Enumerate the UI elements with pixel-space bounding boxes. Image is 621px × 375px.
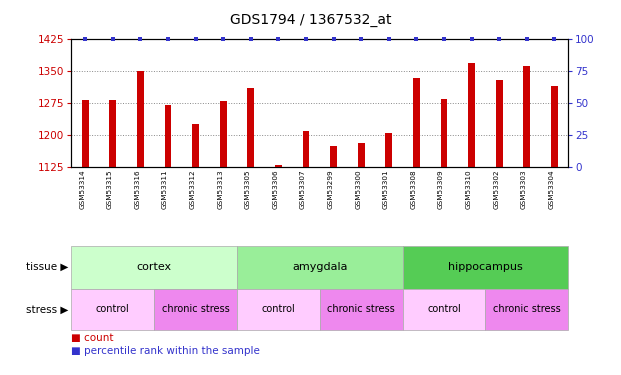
Bar bbox=[71, 289, 154, 330]
Text: GSM53306: GSM53306 bbox=[273, 170, 278, 210]
Bar bbox=[358, 144, 365, 167]
Bar bbox=[220, 101, 227, 167]
Text: GSM53316: GSM53316 bbox=[134, 170, 140, 210]
Text: GSM53301: GSM53301 bbox=[383, 170, 389, 210]
Bar bbox=[137, 71, 144, 167]
Text: GSM53308: GSM53308 bbox=[410, 170, 417, 210]
Bar bbox=[496, 80, 502, 167]
Text: GSM53313: GSM53313 bbox=[217, 170, 223, 210]
Text: GDS1794 / 1367532_at: GDS1794 / 1367532_at bbox=[230, 13, 391, 27]
Bar bbox=[320, 289, 402, 330]
Text: GSM53303: GSM53303 bbox=[521, 170, 527, 210]
Bar bbox=[402, 246, 568, 289]
Text: chronic stress: chronic stress bbox=[493, 304, 561, 314]
Text: control: control bbox=[261, 304, 296, 314]
Text: hippocampus: hippocampus bbox=[448, 262, 523, 272]
Text: GSM53300: GSM53300 bbox=[355, 170, 361, 210]
Bar bbox=[237, 289, 320, 330]
Text: GSM53305: GSM53305 bbox=[245, 170, 251, 210]
Bar bbox=[275, 165, 282, 167]
Text: stress ▶: stress ▶ bbox=[26, 304, 68, 314]
Bar bbox=[486, 289, 568, 330]
Text: GSM53310: GSM53310 bbox=[466, 170, 471, 210]
Text: tissue ▶: tissue ▶ bbox=[26, 262, 68, 272]
Bar bbox=[165, 105, 171, 167]
Text: GSM53302: GSM53302 bbox=[493, 170, 499, 210]
Text: GSM53309: GSM53309 bbox=[438, 170, 444, 210]
Text: GSM53315: GSM53315 bbox=[107, 170, 113, 210]
Bar bbox=[237, 246, 402, 289]
Text: amygdala: amygdala bbox=[292, 262, 348, 272]
Bar bbox=[330, 146, 337, 167]
Bar bbox=[71, 246, 237, 289]
Text: GSM53299: GSM53299 bbox=[328, 170, 333, 210]
Bar bbox=[402, 289, 486, 330]
Text: GSM53311: GSM53311 bbox=[162, 170, 168, 210]
Bar bbox=[247, 88, 254, 167]
Bar bbox=[440, 99, 448, 167]
Text: GSM53314: GSM53314 bbox=[79, 170, 85, 210]
Bar bbox=[468, 63, 475, 167]
Text: GSM53304: GSM53304 bbox=[548, 170, 555, 210]
Text: control: control bbox=[96, 304, 130, 314]
Bar bbox=[154, 289, 237, 330]
Text: GSM53312: GSM53312 bbox=[189, 170, 196, 210]
Bar bbox=[524, 66, 530, 167]
Bar bbox=[413, 78, 420, 167]
Text: ■ percentile rank within the sample: ■ percentile rank within the sample bbox=[71, 346, 260, 355]
Text: GSM53307: GSM53307 bbox=[300, 170, 306, 210]
Text: chronic stress: chronic stress bbox=[327, 304, 395, 314]
Bar bbox=[551, 86, 558, 167]
Text: control: control bbox=[427, 304, 461, 314]
Bar bbox=[386, 133, 392, 167]
Bar bbox=[192, 124, 199, 167]
Bar bbox=[302, 131, 309, 167]
Bar bbox=[109, 100, 116, 167]
Text: cortex: cortex bbox=[137, 262, 172, 272]
Text: chronic stress: chronic stress bbox=[161, 304, 230, 314]
Text: ■ count: ■ count bbox=[71, 333, 114, 342]
Bar bbox=[82, 100, 89, 167]
